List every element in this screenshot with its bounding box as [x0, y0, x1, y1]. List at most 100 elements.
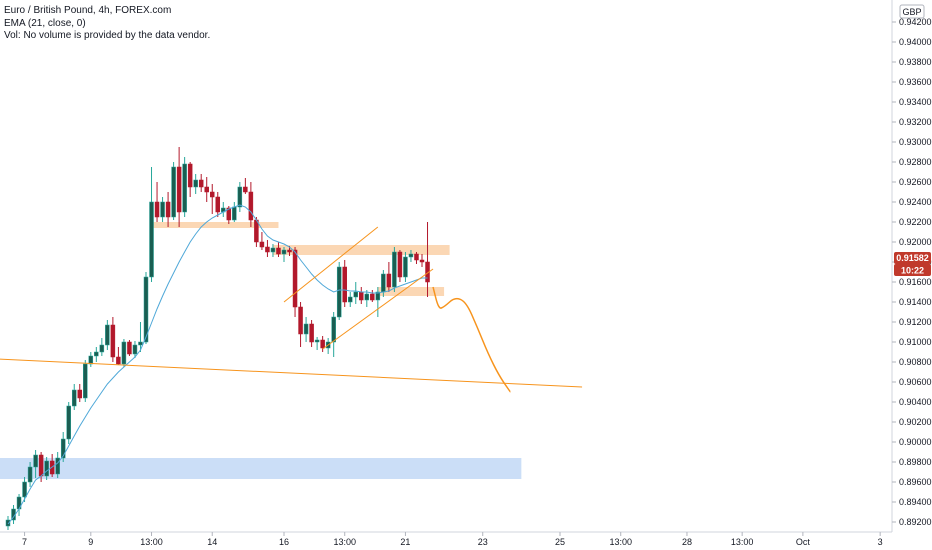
price-tick-label: 0.90000: [899, 437, 932, 447]
ema-indicator-label[interactable]: EMA (21, close, 0): [4, 17, 86, 29]
ema-line: [7, 204, 428, 525]
price-tick-label: 0.90200: [899, 417, 932, 427]
time-tick-label: 25: [555, 537, 565, 547]
candle-body: [370, 293, 375, 301]
candle-body: [127, 341, 132, 355]
price-axis[interactable]: 0.94200 0.94000 0.93800 0.93600 0.93400 0.932…: [892, 17, 932, 527]
candle-body: [342, 266, 347, 303]
time-tick-label: Oct: [796, 537, 811, 547]
time-tick-label: 13:00: [333, 537, 356, 547]
currency-box: [899, 4, 925, 19]
price-tick-label: 0.91600: [899, 277, 932, 287]
price-tick-label: 0.89200: [899, 517, 932, 527]
currency-label: GBP: [902, 7, 921, 17]
candle-body: [347, 296, 353, 303]
candle-body: [38, 454, 44, 477]
candle-body: [77, 389, 83, 399]
price-tick-label: 0.93000: [899, 137, 932, 147]
supply-zone-2[interactable]: [377, 287, 445, 296]
trend-line-0[interactable]: [0, 358, 583, 388]
candle-body: [314, 339, 320, 343]
time-tick-label: 9: [88, 537, 93, 547]
countdown-badge: [894, 264, 931, 276]
candle-body: [386, 273, 392, 288]
price-tick-label: 0.93400: [899, 97, 932, 107]
candle-body: [182, 163, 187, 213]
candle-body: [215, 196, 221, 213]
time-axis[interactable]: 7 9 13:00 14 16 13:00 21 23 25 13:00 28 13:00 Oct 3: [22, 532, 883, 547]
candle-body: [132, 344, 138, 355]
candle-body: [138, 341, 143, 346]
candle-body: [309, 323, 314, 343]
candle-body: [44, 460, 49, 477]
candle-body: [281, 249, 287, 255]
price-tick-label: 0.92200: [899, 217, 932, 227]
candle-body: [154, 201, 160, 218]
demand-zone[interactable]: [0, 458, 522, 479]
price-tick-label: 0.89800: [899, 457, 932, 467]
price-tick-label: 0.90600: [899, 377, 932, 387]
candle-body: [353, 291, 359, 298]
candle-body: [287, 249, 292, 253]
trend-line-2[interactable]: [322, 268, 434, 350]
supply-zone-1[interactable]: [272, 245, 450, 255]
candle-body: [364, 293, 370, 301]
price-tick-label: 0.93200: [899, 117, 932, 127]
supply-zone-0[interactable]: [151, 222, 279, 228]
candle-body: [243, 186, 248, 193]
symbol-title[interactable]: Euro / British Pound, 4h, FOREX.com: [4, 5, 172, 16]
candle-body: [116, 356, 121, 365]
candle-body: [176, 166, 182, 213]
candle-body: [292, 249, 298, 308]
trend-line-1[interactable]: [283, 226, 379, 303]
price-tick-label: 0.93800: [899, 57, 932, 67]
time-tick-label: 28: [682, 537, 692, 547]
candle-body: [254, 219, 259, 243]
candle-body: [27, 466, 33, 483]
countdown-label: 10:22: [901, 266, 924, 276]
candle-body: [94, 351, 99, 357]
candle-body: [171, 166, 176, 218]
price-tick-label: 0.91000: [899, 337, 932, 347]
price-tick-label: 0.92800: [899, 157, 932, 167]
volume-indicator-label[interactable]: Vol: No volume is provided by the data v…: [4, 30, 211, 41]
candle-body: [55, 457, 60, 475]
time-tick-label: 14: [207, 537, 217, 547]
candle-body: [226, 207, 232, 221]
candle-body: [198, 179, 204, 188]
ema-layer: [7, 204, 428, 525]
candle-body: [375, 291, 381, 301]
candle-body: [209, 191, 215, 198]
price-tick-label: 0.92000: [899, 237, 932, 247]
candle-body: [105, 324, 110, 346]
time-tick-label: 13:00: [140, 537, 163, 547]
price-tick-label: 0.94200: [899, 17, 932, 27]
candle-body: [33, 454, 38, 468]
candle-body: [232, 206, 237, 221]
price-tick-label: 0.91400: [899, 297, 932, 307]
candle-body: [419, 259, 425, 263]
last-price-label: 0.91582: [896, 253, 929, 263]
projection-path[interactable]: [432, 286, 511, 393]
time-tick-label: 13:00: [609, 537, 632, 547]
candle-body: [165, 201, 171, 218]
time-tick-label: 16: [279, 537, 289, 547]
candle-body: [381, 273, 386, 293]
candle-body: [336, 266, 342, 318]
last-price-badge: [894, 252, 931, 264]
candle-body: [88, 355, 94, 365]
candle-body: [143, 276, 149, 343]
candle-body: [392, 251, 397, 288]
candle-body: [187, 163, 193, 188]
price-tick-label: 0.89400: [899, 497, 932, 507]
time-tick-label: 23: [478, 537, 488, 547]
time-tick-label: 21: [400, 537, 410, 547]
candle-body: [397, 251, 403, 278]
price-tick-label: 0.92400: [899, 197, 932, 207]
candle-body: [5, 519, 11, 527]
candle-body: [259, 241, 265, 248]
candle-body: [83, 363, 88, 399]
candle-body: [331, 316, 336, 343]
price-tick-label: 0.94000: [899, 37, 932, 47]
